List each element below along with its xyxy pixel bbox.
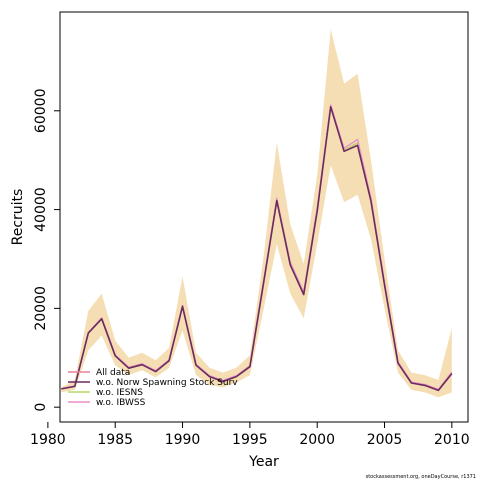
x-tick-label-5: 2005	[367, 432, 403, 448]
y-axis: 0 20000 40000 60000	[33, 89, 60, 412]
x-tick-label-0: 1980	[30, 432, 66, 448]
y-tick-label-3: 60000	[33, 89, 49, 134]
x-tick-label-4: 2000	[299, 432, 335, 448]
plot-frame	[59, 11, 469, 423]
y-tick-label-0: 0	[33, 403, 49, 412]
legend-label-1: w.o. Norw Spawning Stock Surv	[96, 378, 238, 388]
x-tick-label-1: 1985	[97, 432, 133, 448]
y-tick-label-1: 20000	[33, 286, 49, 331]
confidence-band	[61, 29, 452, 398]
legend-label-3: w.o. IBWSS	[96, 398, 146, 408]
x-tick-label-3: 1995	[232, 432, 268, 448]
y-axis-title: Recruits	[10, 189, 26, 246]
legend-label-2: w.o. IESNS	[96, 388, 143, 398]
x-tick-label-2: 1990	[165, 432, 201, 448]
x-tick-label-6: 2010	[434, 432, 470, 448]
x-axis: 1980 1985 1990 1995 2000 2005 2010	[30, 422, 470, 448]
series-lines-layer	[61, 104, 453, 392]
series-line-1	[61, 106, 453, 392]
confidence-band-layer	[61, 29, 452, 398]
x-axis-title: Year	[248, 454, 279, 470]
legend-label-0: All data	[96, 368, 130, 378]
y-tick-label-2: 40000	[33, 187, 49, 232]
footnote: stockassessment.org, oneDayCourse, r1371	[366, 474, 476, 480]
